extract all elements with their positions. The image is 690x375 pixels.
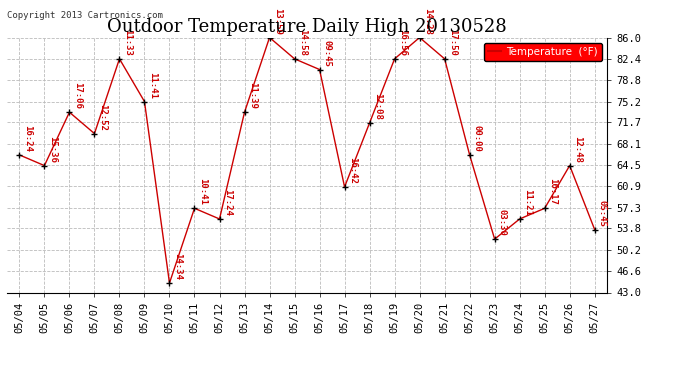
Text: 16:17: 16:17 <box>548 178 557 206</box>
Text: 09:45: 09:45 <box>323 40 332 66</box>
Text: 12:08: 12:08 <box>373 93 382 120</box>
Text: 16:42: 16:42 <box>348 157 357 184</box>
Text: 17:50: 17:50 <box>448 29 457 56</box>
Text: 14:34: 14:34 <box>172 253 181 280</box>
Legend: Temperature  (°F): Temperature (°F) <box>484 43 602 61</box>
Text: 11:39: 11:39 <box>248 82 257 109</box>
Text: Copyright 2013 Cartronics.com: Copyright 2013 Cartronics.com <box>7 11 163 20</box>
Text: 17:06: 17:06 <box>72 82 81 109</box>
Text: 03:30: 03:30 <box>498 209 507 236</box>
Text: 00:00: 00:00 <box>473 125 482 152</box>
Text: 15:36: 15:36 <box>48 136 57 163</box>
Text: 11:41: 11:41 <box>148 72 157 99</box>
Text: 14:28: 14:28 <box>423 8 432 34</box>
Text: 05:45: 05:45 <box>598 200 607 226</box>
Text: 12:48: 12:48 <box>573 136 582 163</box>
Text: 16:56: 16:56 <box>398 29 407 56</box>
Text: 11:21: 11:21 <box>523 189 532 216</box>
Text: 10:41: 10:41 <box>198 178 207 206</box>
Text: 13:59: 13:59 <box>273 8 282 34</box>
Title: Outdoor Temperature Daily High 20130528: Outdoor Temperature Daily High 20130528 <box>107 18 507 36</box>
Text: 11:33: 11:33 <box>123 29 132 56</box>
Text: 12:52: 12:52 <box>98 104 107 130</box>
Text: 17:24: 17:24 <box>223 189 232 216</box>
Text: 16:24: 16:24 <box>23 125 32 152</box>
Text: 14:58: 14:58 <box>298 29 307 56</box>
